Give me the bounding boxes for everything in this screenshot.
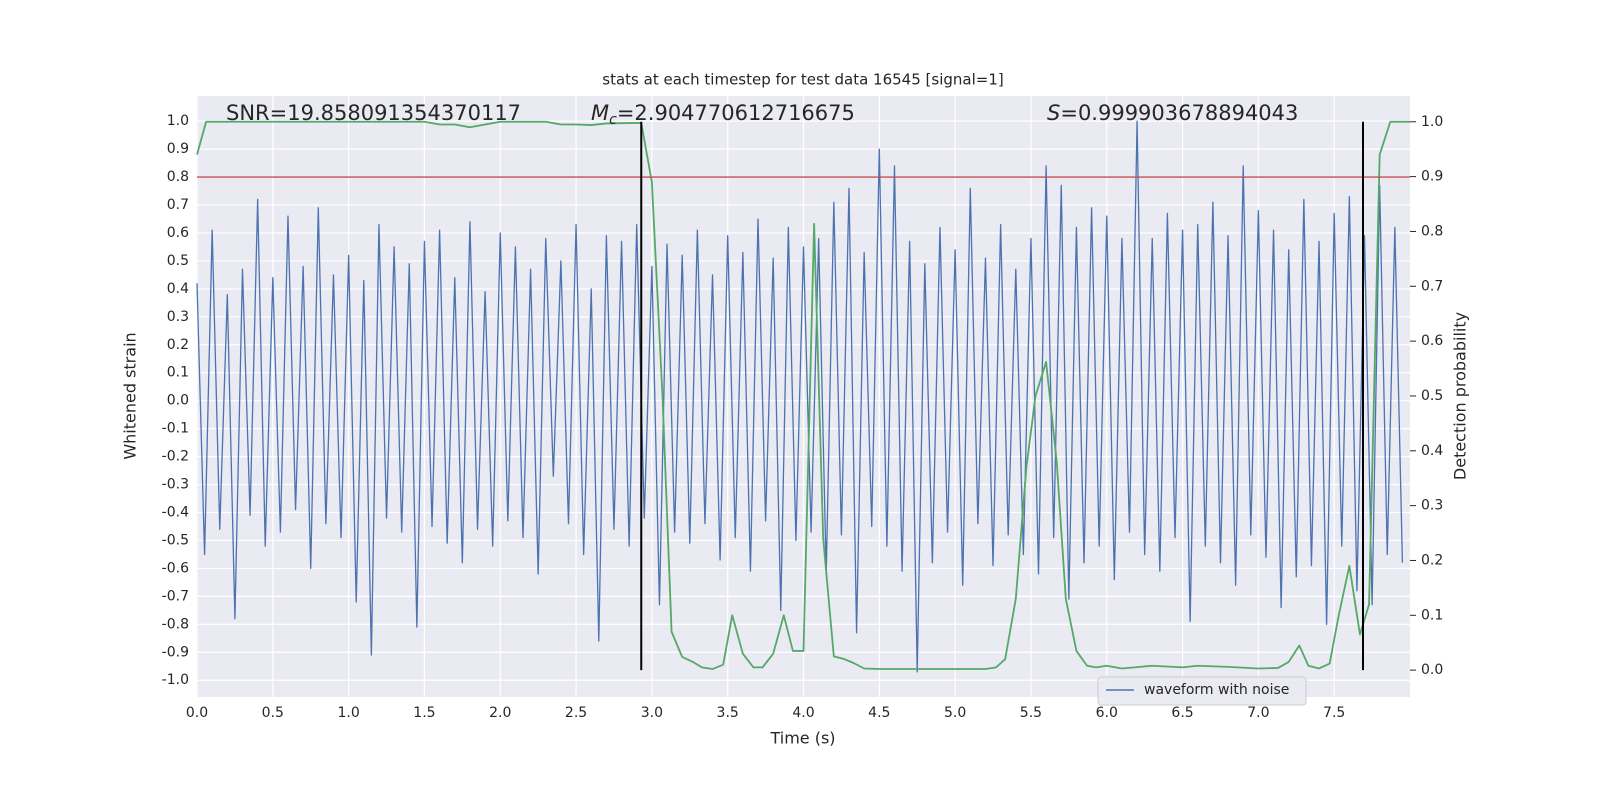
y-tick-label: -0.8: [162, 616, 189, 632]
annotation: SNR=19.858091354370117: [226, 101, 521, 125]
x-tick-label: 2.5: [565, 705, 587, 721]
annotation-part: c: [609, 112, 617, 128]
y-axis-label: Whitened strain: [121, 332, 140, 459]
x-tick-label: 4.5: [868, 705, 890, 721]
y2-tick-label: 0.8: [1421, 223, 1443, 239]
y2-tick-label: 0.2: [1421, 552, 1443, 568]
y2-tick-label: 0.4: [1421, 443, 1443, 459]
annotation-part: SNR=19.858091354370117: [226, 101, 521, 125]
y-tick-label: 0.1: [167, 365, 189, 381]
y2-tick-label: 0.1: [1421, 607, 1443, 623]
annotation-part: M: [591, 101, 609, 125]
x-tick-label: 5.5: [1020, 705, 1042, 721]
y2-axis-label: Detection probability: [1451, 312, 1470, 480]
annotation: S=0.999903678894043: [1047, 101, 1298, 125]
annotation-part: =2.904770612716675: [617, 101, 855, 125]
y-tick-label: -0.9: [162, 644, 189, 660]
y-tick-label: -1.0: [162, 672, 189, 688]
x-tick-label: 3.5: [717, 705, 739, 721]
y-tick-label: -0.2: [162, 449, 189, 465]
y-tick-label: 0.5: [167, 253, 189, 269]
y-tick-label: -0.1: [162, 421, 189, 437]
y-tick-label: -0.4: [162, 505, 189, 521]
y2-tick-label: 0.5: [1421, 388, 1443, 404]
series-line: [196, 120, 1410, 670]
y-tick-label: 0.7: [167, 197, 189, 213]
annotation: Mc=2.904770612716675: [591, 101, 855, 128]
chart-title: stats at each timestep for test data 165…: [602, 71, 1003, 89]
x-tick-label: 6.5: [1171, 705, 1193, 721]
y2-tick-label: 0.0: [1421, 662, 1443, 678]
y-tick-label: -0.7: [162, 588, 189, 604]
x-tick-label: 5.0: [944, 705, 966, 721]
x-tick-label: 1.0: [337, 705, 359, 721]
y-tick-label: -0.6: [162, 560, 189, 576]
y-tick-label: 0.9: [167, 141, 189, 157]
x-tick-label: 0.0: [186, 705, 208, 721]
y2-tick-label: 0.9: [1421, 169, 1443, 185]
x-tick-label: 1.5: [413, 705, 435, 721]
y-tick-label: 0.0: [167, 393, 189, 409]
y-tick-label: 1.0: [167, 113, 189, 129]
x-tick-label: 6.0: [1096, 705, 1118, 721]
x-tick-label: 7.5: [1323, 705, 1345, 721]
x-axis-label: Time (s): [769, 729, 835, 748]
y-tick-label: 0.2: [167, 337, 189, 353]
x-tick-label: 4.0: [792, 705, 814, 721]
x-tick-label: 3.0: [641, 705, 663, 721]
y-tick-label: 0.8: [167, 169, 189, 185]
annotation-part: =0.999903678894043: [1060, 101, 1298, 125]
y2-tick-label: 0.3: [1421, 498, 1443, 514]
legend-box: [1097, 676, 1307, 706]
y-tick-label: 0.4: [167, 281, 189, 297]
y-tick-label: 0.6: [167, 225, 189, 241]
series-line: [196, 120, 1404, 673]
y-tick-label: -0.5: [162, 532, 189, 548]
annotation-part: S: [1047, 101, 1060, 125]
y2-tick-label: 1.0: [1421, 114, 1443, 130]
x-tick-label: 0.5: [262, 705, 284, 721]
x-tick-label: 7.0: [1247, 705, 1269, 721]
y2-tick-label: 0.7: [1421, 278, 1443, 294]
x-tick-label: 2.0: [489, 705, 511, 721]
y2-tick-label: 0.6: [1421, 333, 1443, 349]
y-tick-label: -0.3: [162, 477, 189, 493]
legend-label: waveform with noise: [1144, 682, 1289, 698]
y-tick-label: 0.3: [167, 309, 189, 325]
